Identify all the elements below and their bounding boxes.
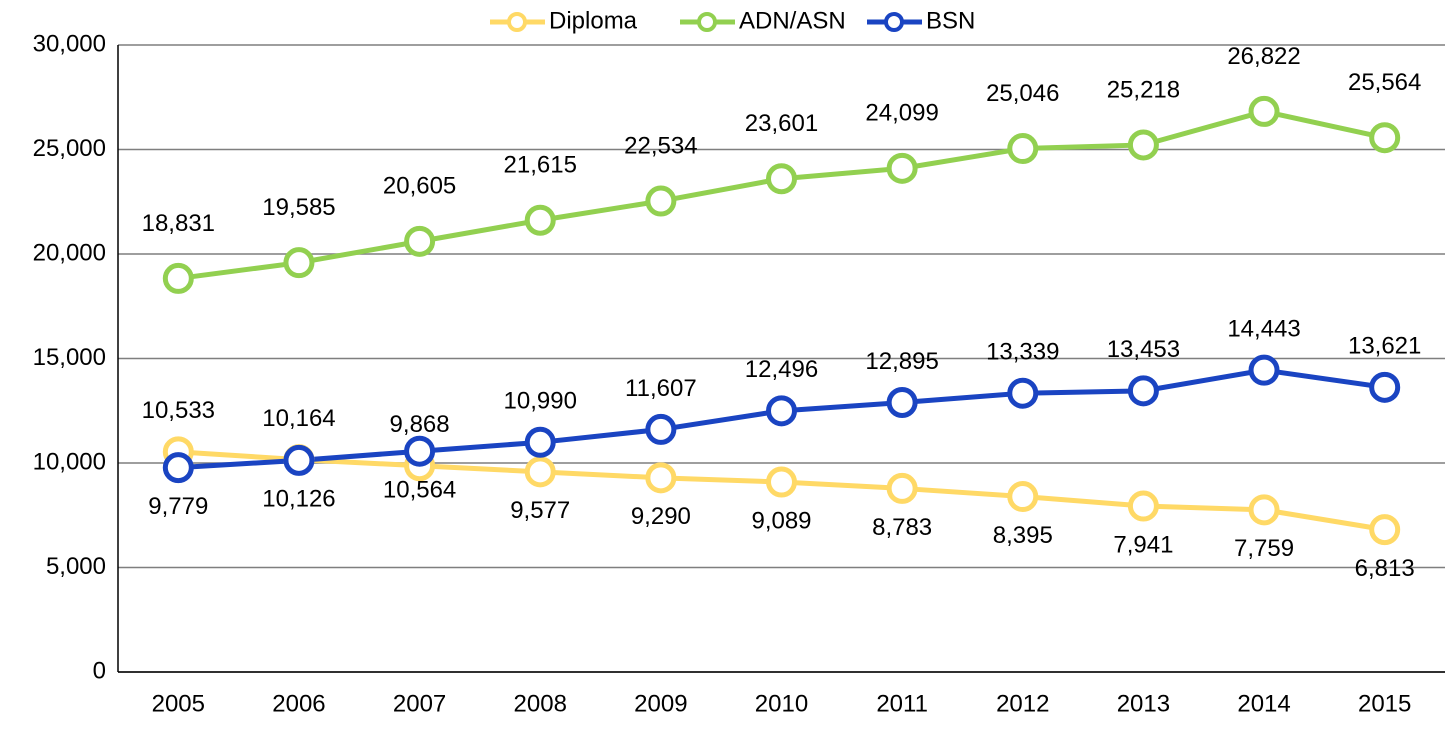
x-tick-label: 2011	[876, 690, 928, 717]
x-tick-label: 2012	[996, 690, 1049, 717]
point-marker	[766, 163, 797, 195]
data-label: 12,895	[865, 348, 938, 375]
data-label: 25,564	[1348, 69, 1421, 96]
legend-label: BSN	[926, 7, 975, 34]
x-tick-label: 2015	[1358, 690, 1411, 717]
point-marker	[645, 413, 677, 445]
data-label: 8,783	[872, 514, 932, 541]
point-marker	[162, 262, 194, 294]
y-tick-label: 0	[93, 657, 106, 684]
point-marker	[1127, 490, 1159, 522]
data-label: 23,601	[745, 110, 818, 137]
data-label: 6,813	[1355, 555, 1415, 582]
point-marker	[886, 386, 918, 418]
data-label: 26,822	[1227, 43, 1300, 70]
data-label: 10,990	[504, 388, 577, 415]
y-tick-label: 30,000	[33, 30, 106, 57]
point-marker	[886, 152, 918, 184]
point-marker	[524, 204, 556, 236]
data-label: 12,496	[745, 356, 818, 383]
data-label: 14,443	[1227, 315, 1300, 342]
point-marker	[1127, 129, 1159, 161]
y-tick-label: 10,000	[33, 448, 106, 475]
y-tick-label: 20,000	[33, 239, 106, 266]
x-tick-label: 2010	[755, 690, 808, 717]
data-label: 11,607	[625, 375, 697, 402]
data-label: 13,339	[986, 339, 1059, 366]
x-tick-label: 2005	[152, 690, 205, 717]
legend-marker	[507, 12, 527, 32]
x-tick-label: 2009	[634, 690, 687, 717]
data-label: 19,585	[262, 194, 335, 221]
point-marker	[162, 452, 194, 484]
data-label: 10,164	[262, 405, 335, 432]
data-label: 8,395	[993, 522, 1053, 549]
point-marker	[1007, 133, 1039, 165]
data-label: 13,453	[1107, 336, 1180, 363]
x-tick-label: 2014	[1237, 690, 1290, 717]
x-tick-label: 2013	[1117, 690, 1170, 717]
point-marker	[1007, 481, 1039, 513]
point-marker	[283, 444, 315, 476]
data-label: 10,564	[383, 477, 456, 504]
data-label: 9,779	[148, 493, 208, 520]
data-label: 7,759	[1234, 535, 1294, 562]
point-marker	[1007, 377, 1039, 409]
point-marker	[1248, 95, 1280, 127]
point-marker	[766, 466, 797, 498]
x-tick-label: 2008	[514, 690, 567, 717]
point-marker	[886, 472, 918, 504]
data-label: 9,290	[631, 503, 691, 530]
data-label: 9,089	[751, 507, 811, 534]
point-marker	[283, 247, 315, 279]
point-marker	[1248, 354, 1280, 386]
data-label: 10,533	[142, 397, 215, 424]
data-label: 20,605	[383, 173, 456, 200]
data-label: 22,534	[624, 132, 697, 159]
point-marker	[645, 185, 677, 217]
legend-marker	[697, 12, 717, 32]
data-label: 10,126	[262, 486, 335, 513]
legend-marker	[884, 12, 904, 32]
point-marker	[1369, 122, 1401, 154]
data-label: 25,218	[1107, 76, 1180, 103]
point-marker	[524, 426, 556, 458]
data-label: 7,941	[1113, 531, 1173, 558]
data-label: 13,621	[1348, 333, 1421, 360]
point-marker	[1369, 514, 1401, 546]
data-label: 24,099	[865, 100, 938, 127]
y-tick-label: 25,000	[33, 135, 106, 162]
legend-label: ADN/ASN	[739, 7, 846, 34]
data-label: 21,615	[504, 152, 577, 179]
y-tick-label: 15,000	[33, 344, 106, 371]
data-label: 25,046	[986, 80, 1059, 107]
point-marker	[1369, 371, 1401, 403]
data-label: 9,868	[390, 411, 450, 438]
point-marker	[404, 225, 436, 257]
x-tick-label: 2006	[272, 690, 325, 717]
y-tick-label: 5,000	[46, 553, 106, 580]
data-label: 9,577	[510, 497, 570, 524]
legend-label: Diploma	[549, 7, 638, 34]
point-marker	[524, 456, 556, 488]
point-marker	[766, 395, 797, 427]
x-tick-label: 2007	[393, 690, 446, 717]
point-marker	[404, 435, 436, 467]
point-marker	[645, 462, 677, 494]
point-marker	[1127, 375, 1159, 407]
point-marker	[1248, 494, 1280, 526]
data-label: 18,831	[142, 210, 215, 237]
